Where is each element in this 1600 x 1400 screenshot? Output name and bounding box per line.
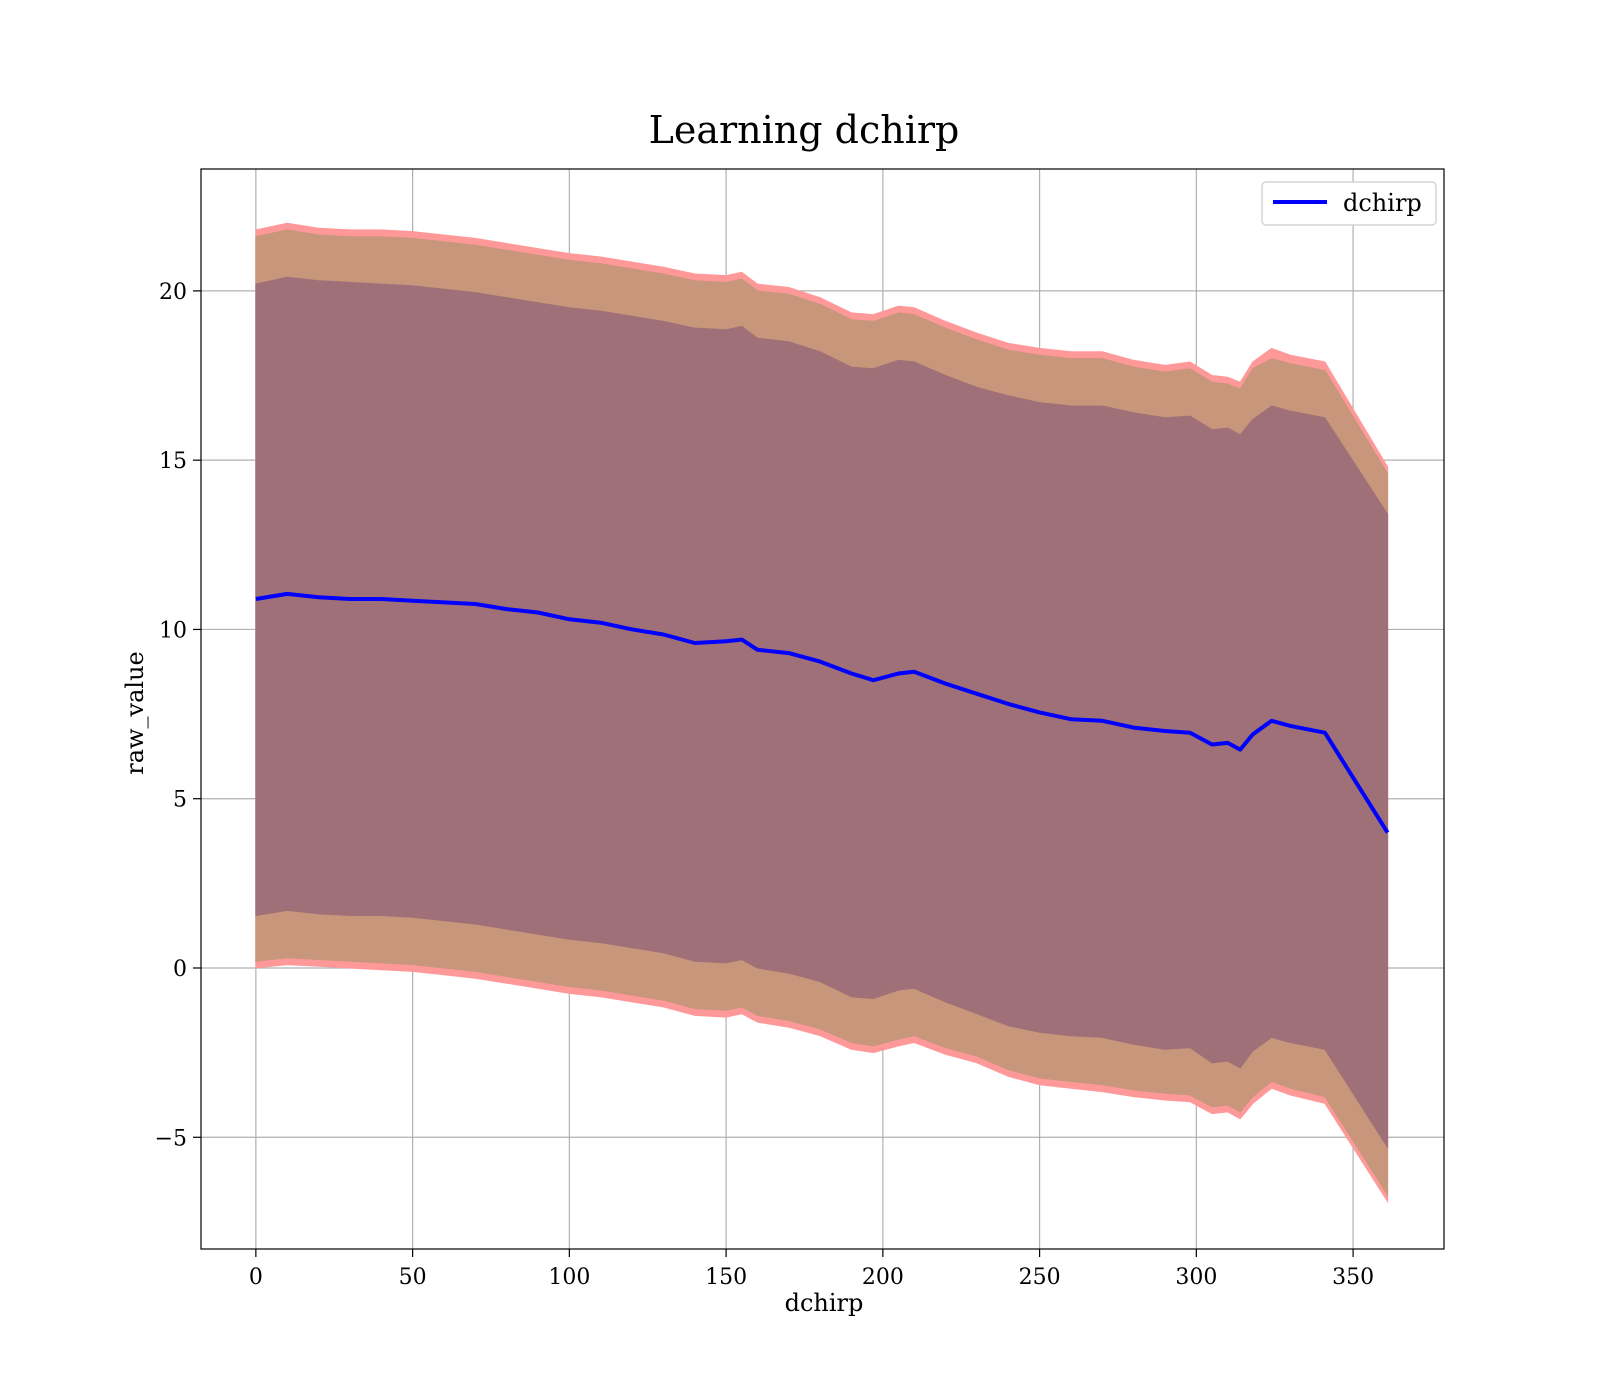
- x-axis-label: dchirp: [785, 1289, 864, 1317]
- x-tick-label-0: 0: [249, 1265, 263, 1290]
- y-tick-label-2: 5: [173, 788, 187, 813]
- x-axis-ticks: 0 50 100 150 200 250 300 350: [249, 1249, 1374, 1290]
- legend-box: [1261, 181, 1437, 226]
- plot-area: [200, 168, 1445, 1250]
- y-tick-label-4: 15: [159, 449, 187, 474]
- x-tick-label-7: 350: [1332, 1265, 1374, 1290]
- x-tick-label-4: 200: [862, 1265, 904, 1290]
- band-inner: [255, 276, 1389, 1150]
- legend-label-dchirp: dchirp: [1343, 189, 1422, 217]
- series-line-0: [255, 591, 1390, 834]
- legend: dchirp: [1261, 181, 1437, 226]
- y-tick-label-3: 10: [159, 618, 187, 643]
- y-axis-label: raw_value: [121, 651, 149, 775]
- band-layer: [255, 222, 1389, 1204]
- y-tick-label-0: −5: [155, 1126, 187, 1151]
- plot-frame: [200, 168, 1445, 1250]
- y-tick-label-1: 0: [173, 957, 187, 982]
- x-tick-label-2: 100: [548, 1265, 590, 1290]
- x-tick-label-3: 150: [705, 1265, 747, 1290]
- line-layer: [255, 591, 1390, 834]
- x-tick-label-1: 50: [399, 1265, 427, 1290]
- y-axis-ticks: −5 0 5 10 15 20: [155, 280, 201, 1151]
- x-tick-label-5: 250: [1019, 1265, 1061, 1290]
- y-tick-label-5: 20: [159, 280, 187, 305]
- chart-title: Learning dchirp: [649, 108, 960, 152]
- x-tick-label-6: 300: [1175, 1265, 1217, 1290]
